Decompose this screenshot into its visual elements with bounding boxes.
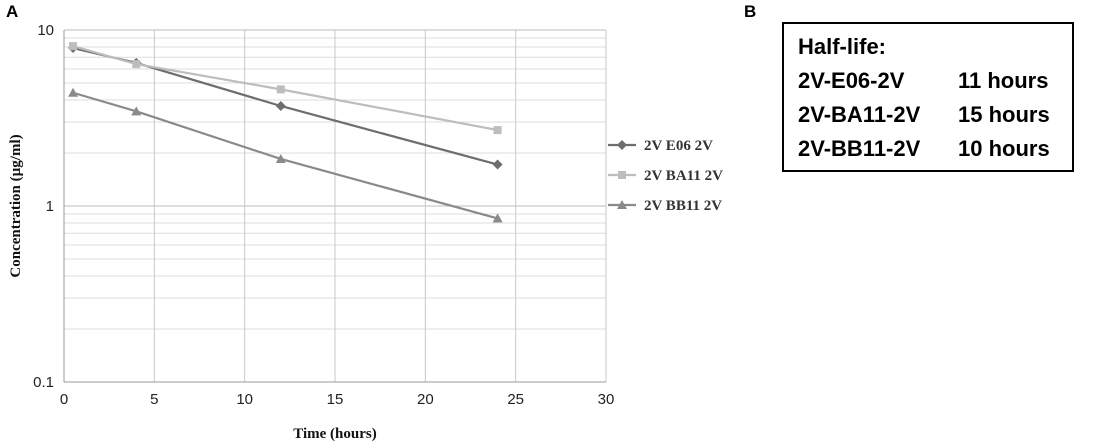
x-tick-label: 20 [417, 391, 434, 408]
half-life-name: 2V-BB11-2V [798, 136, 921, 161]
data-point [618, 171, 626, 179]
legend-label: 2V BA11 2V [644, 168, 723, 184]
half-life-value: 11 hours [958, 68, 1049, 93]
half-life-row: 2V-E06-2V 11 hours [798, 68, 1048, 94]
half-life-row: 2V-BA11-2V 15 hours [798, 102, 1050, 128]
x-tick-label: 0 [60, 391, 68, 408]
panel-b-label: B [744, 2, 757, 21]
x-tick-label: 25 [507, 391, 524, 408]
x-tick-label: 10 [236, 391, 253, 408]
legend-label: 2V E06 2V [644, 138, 713, 154]
data-point [131, 106, 142, 116]
x-tick-label: 5 [150, 391, 158, 408]
half-life-box: Half-life: 2V-E06-2V 11 hours 2V-BA11-2V 1… [782, 22, 1074, 172]
data-point [275, 100, 286, 111]
half-life-value: 15 hours [958, 102, 1050, 127]
grid [63, 29, 607, 383]
data-point [68, 87, 79, 97]
x-axis-title: Time (hours) [293, 426, 376, 442]
data-point [617, 200, 627, 209]
data-point [492, 213, 503, 223]
panel-a-label: A [6, 2, 19, 21]
half-life-title: Half-life: [798, 34, 886, 59]
y-tick-label: 0.1 [33, 374, 54, 391]
y-tick-label: 1 [46, 198, 54, 215]
legend: 2V E06 2V 2V BA11 2V 2V BB11 2V [608, 138, 723, 214]
data-point [275, 153, 286, 163]
y-axis-title: Concentration (µg/ml) [8, 134, 24, 277]
data-point [617, 140, 627, 150]
data-point [276, 85, 285, 94]
half-life-value: 10 hours [958, 136, 1050, 161]
half-life-row: 2V-BB11-2V 10 hours [798, 136, 1050, 162]
y-tick-label: 10 [37, 22, 54, 39]
data-point [493, 126, 502, 135]
half-life-name: 2V-BA11-2V [798, 102, 921, 127]
series-line [72, 45, 498, 132]
data-point [492, 159, 503, 170]
series-line [72, 91, 498, 220]
legend-label: 2V BB11 2V [644, 198, 722, 214]
data-point [132, 60, 141, 69]
axes: 0 5 10 15 20 25 30 0.1 1 10 [33, 22, 614, 408]
data-point [69, 42, 78, 51]
x-tick-label: 30 [598, 391, 615, 408]
series-group [68, 42, 503, 223]
x-tick-label: 15 [327, 391, 344, 408]
half-life-name: 2V-E06-2V [798, 68, 905, 93]
